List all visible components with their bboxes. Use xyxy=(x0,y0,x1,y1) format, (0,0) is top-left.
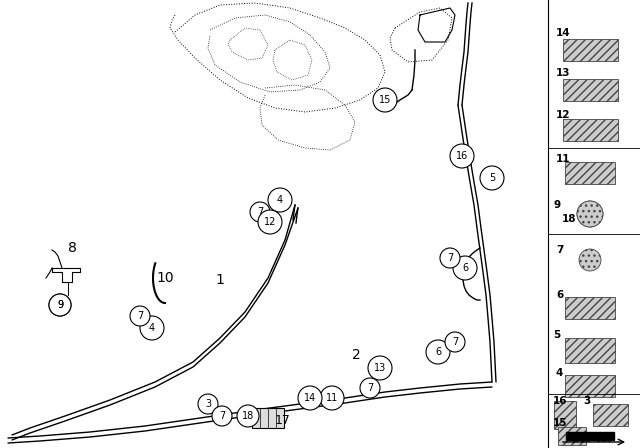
Circle shape xyxy=(450,144,474,168)
Text: 4: 4 xyxy=(149,323,155,333)
Text: 6: 6 xyxy=(435,347,441,357)
Bar xyxy=(563,79,618,101)
Bar xyxy=(566,432,614,440)
Text: 1: 1 xyxy=(216,273,225,287)
Text: 00224223: 00224223 xyxy=(571,435,613,444)
Text: 16: 16 xyxy=(456,151,468,161)
Bar xyxy=(565,338,615,363)
Text: 8: 8 xyxy=(68,241,76,255)
Circle shape xyxy=(368,356,392,380)
Text: 7: 7 xyxy=(137,311,143,321)
Circle shape xyxy=(268,188,292,212)
Circle shape xyxy=(453,256,477,280)
Bar xyxy=(565,375,615,397)
Text: 15: 15 xyxy=(553,418,568,428)
Text: 3: 3 xyxy=(583,396,590,406)
Text: 15: 15 xyxy=(379,95,391,105)
Text: 11: 11 xyxy=(556,154,570,164)
Circle shape xyxy=(320,386,344,410)
Text: 18: 18 xyxy=(242,411,254,421)
Text: 6: 6 xyxy=(462,263,468,273)
Text: 9: 9 xyxy=(57,300,63,310)
Bar xyxy=(565,162,615,184)
Text: 12: 12 xyxy=(264,217,276,227)
Circle shape xyxy=(360,378,380,398)
Bar xyxy=(252,408,284,428)
Text: 7: 7 xyxy=(257,207,263,217)
Text: 7: 7 xyxy=(447,253,453,263)
Circle shape xyxy=(373,88,397,112)
Text: 17: 17 xyxy=(275,414,291,426)
Text: 10: 10 xyxy=(156,271,174,285)
Text: 13: 13 xyxy=(374,363,386,373)
Circle shape xyxy=(426,340,450,364)
Circle shape xyxy=(49,294,71,316)
Text: 2: 2 xyxy=(351,348,360,362)
Circle shape xyxy=(440,248,460,268)
Text: 3: 3 xyxy=(205,399,211,409)
Text: 4: 4 xyxy=(556,368,563,378)
Text: 13: 13 xyxy=(556,68,570,78)
Text: 14: 14 xyxy=(304,393,316,403)
Circle shape xyxy=(250,202,270,222)
Circle shape xyxy=(198,394,218,414)
Text: 18: 18 xyxy=(562,214,577,224)
Ellipse shape xyxy=(577,201,603,227)
Bar xyxy=(563,119,618,141)
Text: 7: 7 xyxy=(219,411,225,421)
Text: 7: 7 xyxy=(367,383,373,393)
Bar xyxy=(554,401,576,429)
Text: 9: 9 xyxy=(553,200,560,210)
Circle shape xyxy=(237,405,259,427)
Circle shape xyxy=(258,210,282,234)
Text: 9: 9 xyxy=(57,300,63,310)
Text: 4: 4 xyxy=(277,195,283,205)
Bar xyxy=(563,39,618,61)
Circle shape xyxy=(298,386,322,410)
Circle shape xyxy=(212,406,232,426)
Ellipse shape xyxy=(577,201,603,227)
Text: 16: 16 xyxy=(553,396,568,406)
Circle shape xyxy=(480,166,504,190)
Text: 12: 12 xyxy=(556,110,570,120)
Text: 6: 6 xyxy=(556,290,563,300)
Circle shape xyxy=(49,294,71,316)
Text: 7: 7 xyxy=(452,337,458,347)
Circle shape xyxy=(140,316,164,340)
Circle shape xyxy=(445,332,465,352)
Bar xyxy=(565,297,615,319)
Text: 11: 11 xyxy=(326,393,338,403)
Text: 5: 5 xyxy=(553,330,560,340)
Bar xyxy=(558,427,586,445)
Bar xyxy=(593,404,628,426)
Ellipse shape xyxy=(579,249,601,271)
Text: 5: 5 xyxy=(489,173,495,183)
Text: 14: 14 xyxy=(556,28,571,38)
Text: 7: 7 xyxy=(556,245,563,255)
Circle shape xyxy=(130,306,150,326)
